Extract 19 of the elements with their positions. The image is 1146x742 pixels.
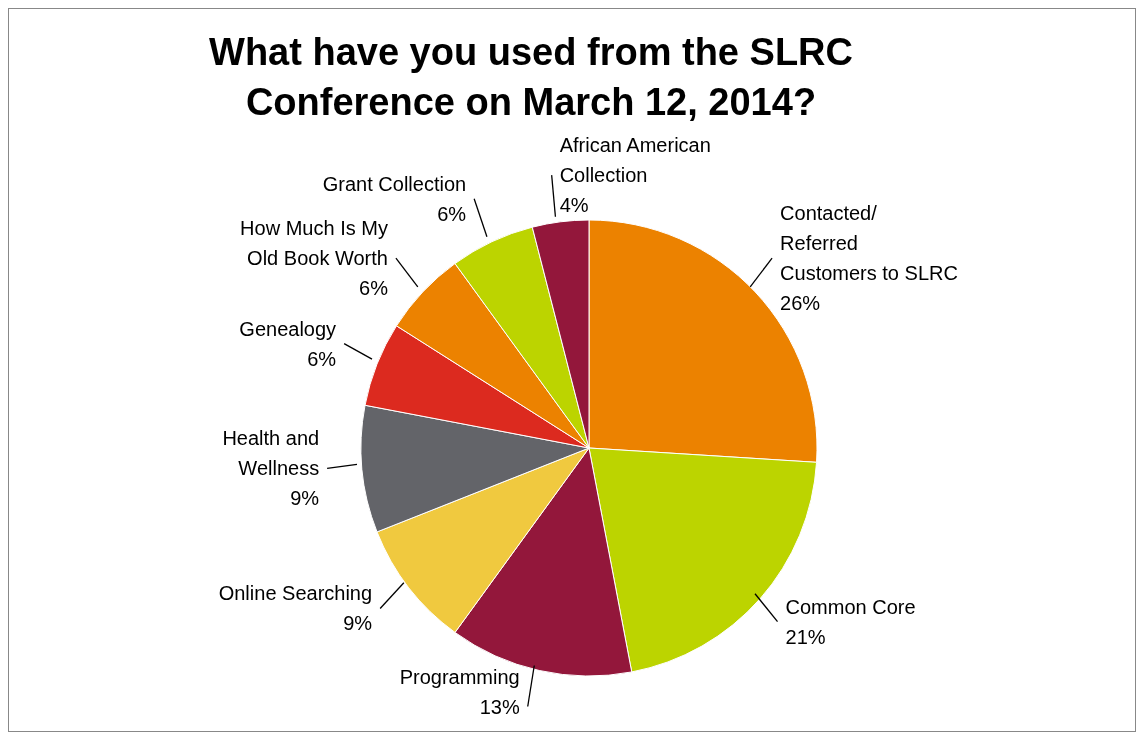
slice-label: African American Collection: [559, 134, 711, 187]
slice-label: How Much Is My Old Book Worth: [240, 217, 388, 270]
data-label: 6%: [307, 347, 337, 370]
slice-label: Programming: [399, 666, 520, 689]
slice-label: Contacted/Referred Customers to SLRC: [780, 202, 958, 285]
data-label: 26%: [780, 292, 821, 315]
data-label: 6%: [437, 202, 467, 225]
slice-label: Common Core: [785, 595, 916, 618]
data-label: 9%: [343, 612, 373, 635]
data-label: 13%: [479, 696, 520, 719]
slice-label: Genealogy: [239, 317, 337, 340]
slice-label: Grant Collection: [322, 172, 467, 195]
chart-title: What have you used from the SLRC Conference on March 12, 2014?: [209, 31, 853, 123]
slice-label: Online Searching: [218, 582, 373, 605]
slice-label: Health and Wellness: [222, 427, 320, 480]
data-label: 4%: [559, 194, 589, 217]
data-label: 6%: [359, 277, 389, 300]
data-label: 9%: [290, 487, 320, 510]
data-label: 21%: [785, 625, 826, 648]
